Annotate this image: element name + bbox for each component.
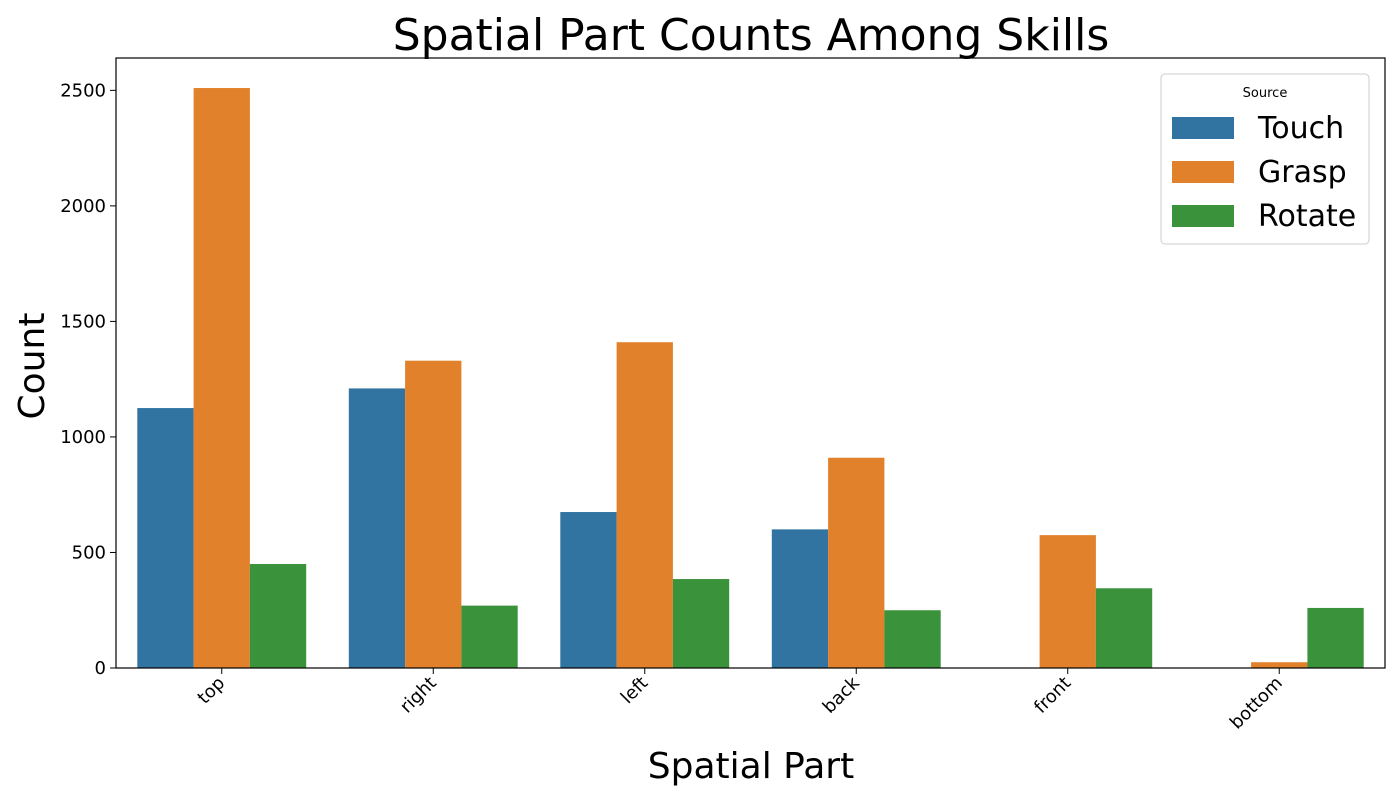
bar-touch-back xyxy=(771,529,829,668)
legend-title: Source xyxy=(1243,86,1288,101)
bar-grasp-front xyxy=(1039,535,1096,668)
x-tick-label: right xyxy=(396,673,441,718)
legend-items: Touch Grasp Rotate xyxy=(1172,111,1356,234)
x-tick-label: front xyxy=(1030,673,1075,718)
bars-group xyxy=(137,88,1364,668)
legend-label-touch: Touch xyxy=(1257,111,1344,146)
y-axis-label: Count xyxy=(12,313,53,420)
legend-swatch-touch xyxy=(1172,117,1234,139)
legend: Source Touch Grasp Rotate xyxy=(1160,73,1370,245)
legend-label-grasp: Grasp xyxy=(1258,155,1347,190)
legend-label-rotate: Rotate xyxy=(1258,199,1356,234)
y-tick-label: 2500 xyxy=(60,80,106,101)
bar-grasp-bottom xyxy=(1251,662,1308,668)
x-tick-label: bottom xyxy=(1226,673,1287,734)
x-axis-label: Spatial Part xyxy=(648,746,854,787)
bar-touch-left xyxy=(560,512,617,668)
y-tick-label: 1500 xyxy=(60,311,106,332)
bar-touch-right xyxy=(348,388,406,668)
y-tick-label: 2000 xyxy=(60,196,106,217)
x-tick-label: top xyxy=(194,673,230,709)
y-tick-label: 0 xyxy=(95,658,106,679)
bar-rotate-bottom xyxy=(1307,607,1364,668)
x-axis-ticks: top right left back front bottom xyxy=(194,668,1287,734)
plot-frame xyxy=(115,57,1386,669)
bar-rotate-left xyxy=(672,579,730,668)
legend-swatch-grasp xyxy=(1172,161,1234,183)
bar-grasp-right xyxy=(405,360,462,668)
x-tick-label: back xyxy=(819,672,865,718)
bar-rotate-right xyxy=(461,605,518,668)
y-tick-label: 500 xyxy=(72,542,106,563)
y-axis-ticks: 0 500 1000 1500 2000 2500 xyxy=(60,80,116,679)
bar-grasp-left xyxy=(616,342,673,668)
bar-rotate-front xyxy=(1095,588,1153,668)
chart-title: Spatial Part Counts Among Skills xyxy=(393,10,1110,61)
bar-touch-top xyxy=(137,408,194,668)
bar-grasp-top xyxy=(193,88,250,668)
bar-grasp-back xyxy=(828,457,885,668)
x-tick-label: left xyxy=(617,673,652,708)
legend-swatch-rotate xyxy=(1172,205,1234,227)
y-tick-label: 1000 xyxy=(60,427,106,448)
bar-rotate-back xyxy=(884,610,941,668)
legend-frame xyxy=(1160,73,1370,245)
bar-rotate-top xyxy=(249,564,307,668)
